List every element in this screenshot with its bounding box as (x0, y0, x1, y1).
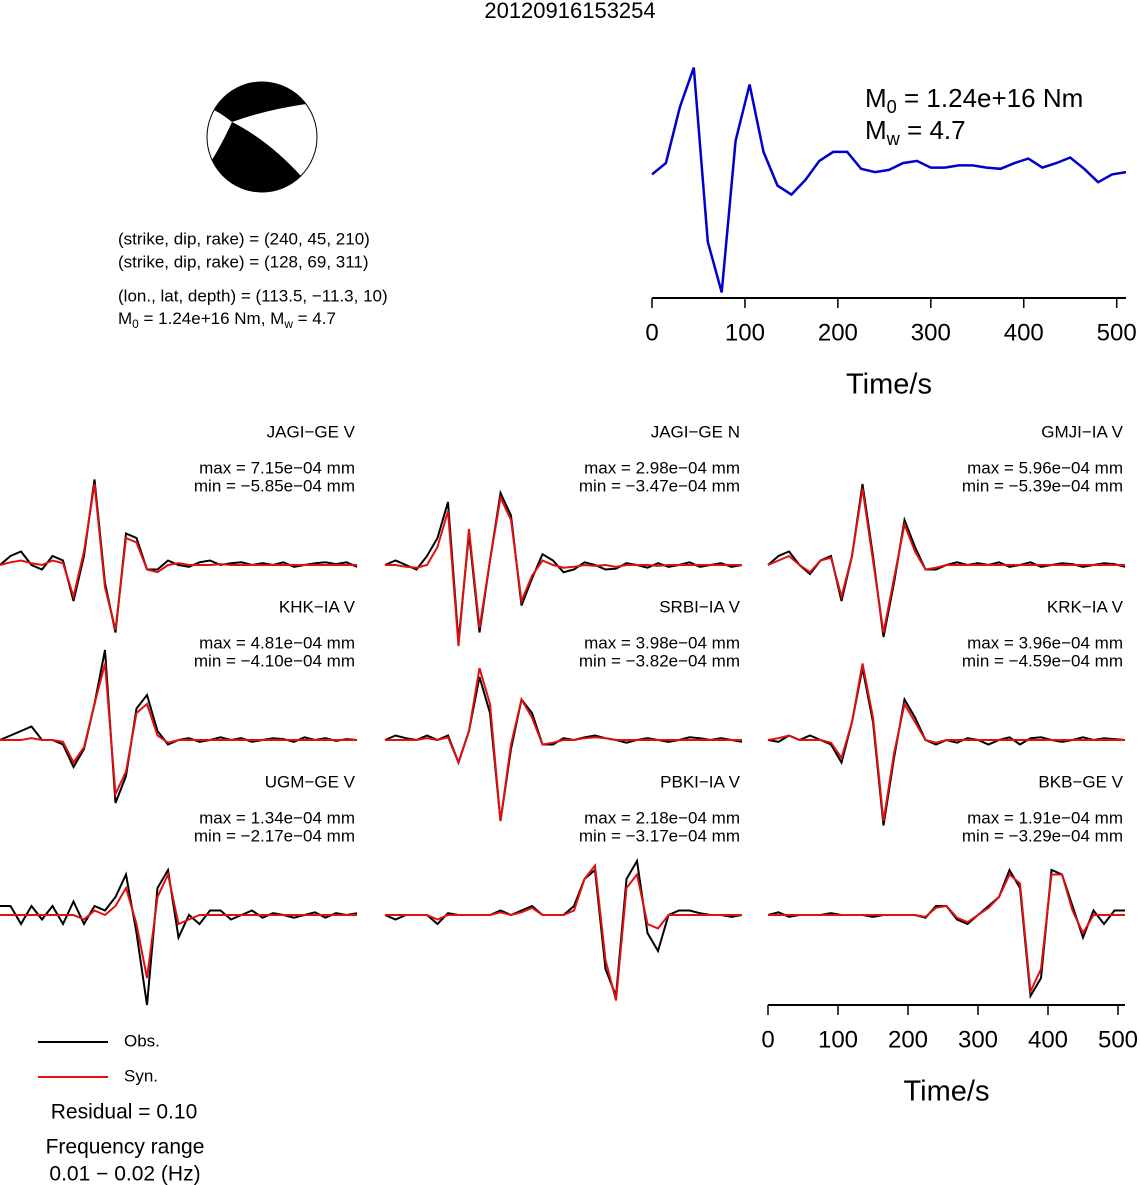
mechanism-line: (strike, dip, rake) = (240, 45, 210) (118, 229, 370, 248)
subscript: w (886, 129, 901, 149)
observed-trace (0, 479, 358, 633)
observed-trace (0, 867, 358, 1006)
beachball-compression (212, 122, 301, 193)
x-tick-label: 0 (645, 319, 658, 346)
legend-label: Syn. (124, 1066, 158, 1085)
max-label: max = 5.96e−04 mm (967, 458, 1123, 477)
location-line: (lon., lat, depth) = (113.5, −11.3, 10) (118, 286, 388, 305)
station-label: KHK−IA V (279, 597, 356, 616)
mechanism-line: (strike, dip, rake) = (128, 69, 311) (118, 252, 369, 271)
min-label: min = −4.59e−04 mm (962, 651, 1123, 670)
subscript: w (283, 317, 293, 331)
min-label: min = −5.85e−04 mm (194, 476, 355, 495)
beachball-compression (214, 81, 306, 122)
max-label: max = 4.81e−04 mm (199, 633, 355, 652)
subscript: 0 (887, 97, 897, 117)
station-label: KRK−IA V (1047, 597, 1124, 616)
legend-label: Obs. (124, 1031, 160, 1050)
max-label: max = 7.15e−04 mm (199, 458, 355, 477)
title: 20120916153254 (484, 0, 655, 23)
x-tick-label: 500 (1097, 319, 1137, 346)
moment-line: M0 = 1.24e+16 Nm, Mw = 4.7 (118, 309, 336, 331)
max-label: max = 2.98e−04 mm (584, 458, 740, 477)
min-label: min = −4.10e−04 mm (194, 651, 355, 670)
max-label: max = 3.96e−04 mm (967, 633, 1123, 652)
station-label: JAGI−GE V (267, 422, 356, 441)
source-time-function (651, 67, 1127, 293)
x-tick-label: 200 (888, 1026, 928, 1053)
min-label: min = −5.39e−04 mm (962, 476, 1123, 495)
text-part: = 4.7 (293, 309, 336, 328)
x-tick-label: 500 (1098, 1026, 1138, 1053)
synthetic-trace (0, 483, 357, 631)
synthetic-trace (767, 663, 1125, 822)
min-label: min = −3.29e−04 mm (962, 826, 1123, 845)
min-label: min = −3.17e−04 mm (579, 826, 740, 845)
x-axis-label: Time/s (846, 369, 932, 401)
x-tick-label: 0 (761, 1026, 774, 1053)
min-label: min = −3.82e−04 mm (579, 651, 740, 670)
moment-annotation: M0 = 1.24e+16 Nm (865, 83, 1083, 117)
max-label: max = 1.34e−04 mm (199, 808, 355, 827)
min-label: min = −3.47e−04 mm (579, 476, 740, 495)
residual: Residual = 0.10 (51, 1101, 198, 1124)
text-part: = 1.24e+16 Nm, M (139, 309, 285, 328)
station-label: JAGI−GE N (651, 422, 740, 441)
station-label: UGM−GE V (265, 772, 356, 791)
max-label: max = 2.18e−04 mm (584, 808, 740, 827)
subscript: 0 (132, 317, 139, 331)
x-tick-label: 200 (818, 319, 858, 346)
x-tick-label: 400 (1028, 1026, 1068, 1053)
x-tick-label: 300 (911, 319, 951, 346)
synthetic-trace (0, 663, 357, 798)
synthetic-trace (385, 667, 742, 822)
x-tick-label: 100 (725, 319, 765, 346)
max-label: max = 3.98e−04 mm (584, 633, 740, 652)
x-tick-label: 400 (1004, 319, 1044, 346)
frequency-range: 0.01 − 0.02 (Hz) (49, 1163, 200, 1185)
moment-annotation: Mw = 4.7 (865, 115, 966, 149)
synthetic-trace (768, 872, 1125, 996)
text-part: = 4.7 (900, 115, 966, 145)
synthetic-trace (385, 494, 742, 647)
text-part: M (865, 115, 887, 145)
text-part: M (118, 309, 132, 328)
x-axis-label: Time/s (904, 1076, 990, 1108)
station-label: PBKI−IA V (660, 772, 741, 791)
station-label: GMJI−IA V (1041, 422, 1123, 441)
text-part: = 1.24e+16 Nm (897, 83, 1083, 113)
observed-trace (767, 867, 1125, 1000)
observed-trace (384, 676, 743, 822)
synthetic-trace (767, 488, 1125, 633)
synthetic-trace (385, 862, 742, 1001)
text-part: M (865, 83, 887, 113)
beachball (206, 81, 318, 193)
observed-trace (767, 667, 1126, 826)
x-tick-label: 300 (958, 1026, 998, 1053)
observed-trace (384, 858, 743, 997)
station-label: SRBI−IA V (659, 597, 740, 616)
max-label: max = 1.91e−04 mm (967, 808, 1123, 827)
synthetic-trace (0, 871, 357, 979)
frequency-range: Frequency range (46, 1136, 205, 1159)
min-label: min = −2.17e−04 mm (194, 826, 355, 845)
x-tick-label: 100 (818, 1026, 858, 1053)
station-label: BKB−GE V (1038, 772, 1123, 791)
